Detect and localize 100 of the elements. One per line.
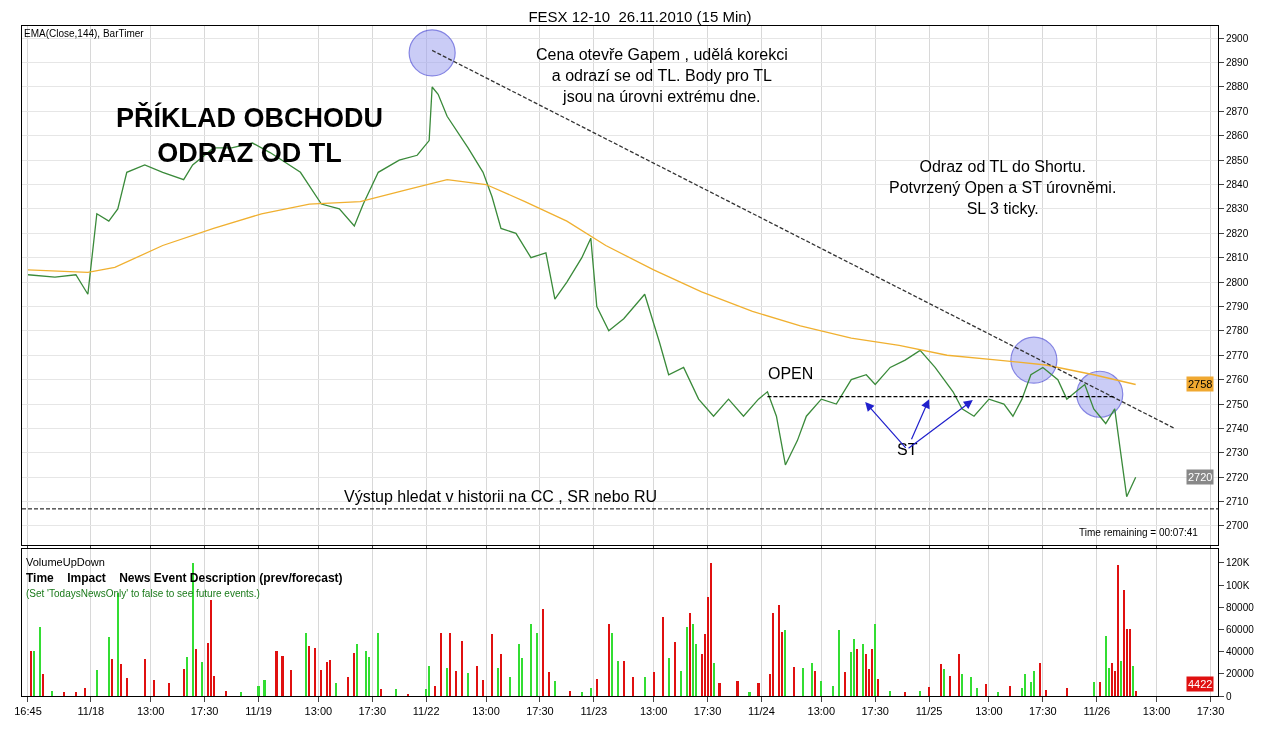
x-tick-label: 11/26 [1083,705,1111,718]
bar [844,672,846,696]
y-tick-label: 2740 [1226,422,1249,434]
bar [943,669,945,696]
x-tick-label: 17:30 [1029,705,1057,718]
annotation: Time remaining = 00:07:41 [1079,527,1199,538]
bar [449,633,451,696]
bar [581,692,583,696]
bar [1033,671,1035,696]
bar [395,689,397,696]
bar [365,651,367,696]
bar [590,688,592,696]
bar [192,563,194,696]
bar [1045,690,1047,696]
bar [326,662,328,696]
y-tick-label: 2850 [1226,154,1249,166]
bar [674,642,676,696]
bar [623,661,625,696]
y-tick-label: 120K [1226,557,1250,569]
bar [970,677,972,696]
annotation: Výstup hledat v historii na CC , SR nebo RU [344,488,658,505]
point [1076,370,1124,418]
y-tick-label: 60000 [1226,623,1255,635]
bar [778,605,780,696]
bar [335,683,337,696]
bar [608,624,610,696]
bar [542,609,544,696]
bar [718,683,721,696]
y-tick-label: 2880 [1226,81,1249,93]
chart-title: FESX 12-10 26.11.2010 (15 Min) [528,7,752,25]
bar [961,674,963,696]
bar [536,633,538,696]
bar [689,613,691,696]
annotation: 4422 [1188,678,1213,690]
bar [63,692,65,696]
bar [976,688,978,696]
bar [446,668,448,696]
bar [1129,629,1131,696]
bar [467,673,469,696]
bar [440,633,442,696]
annotation: Odraz od TL do Shortu. Potvrzený Open a ST úrovněmi. SL 3 ticky. [889,158,1117,217]
bar [713,663,715,696]
x-tick-label: 17:30 [358,705,387,718]
annotation: 2720 [1188,471,1213,483]
bar [305,633,307,696]
bar [940,664,942,696]
bar [668,658,670,696]
bar [1111,663,1113,696]
y-tick-label: 80000 [1226,601,1255,613]
y-tick-label: 2890 [1226,57,1249,69]
bar [308,646,310,696]
y-tick-label: 2820 [1226,227,1249,239]
y-tick-label: 20000 [1226,668,1255,680]
bar [84,688,86,696]
x-tick-label: 13:00 [304,705,333,718]
bar [889,691,891,696]
bar [1132,666,1134,696]
bar [1039,663,1041,696]
bar [611,633,613,696]
bar [814,671,816,696]
y-tick-label: 2770 [1226,349,1249,361]
y-tick-label: 2800 [1226,276,1249,288]
y-tick-label: 2710 [1226,496,1249,508]
bar [455,671,457,696]
bar [518,644,520,696]
y-tick-label: 100K [1226,579,1250,591]
bar [320,670,322,696]
bar [491,634,493,696]
bar [497,668,499,696]
y-tick-label: 2900 [1226,32,1249,44]
bar [793,667,795,696]
x-tick-label: 13:00 [975,705,1003,718]
bar [1117,565,1119,696]
bar [120,664,122,696]
y-tick-label: 2810 [1226,252,1249,264]
x-tick-label: 17:30 [526,705,554,718]
bar [225,691,227,696]
bar [195,649,197,696]
bar [201,662,203,696]
bar [757,683,760,696]
bar [862,644,864,696]
point [408,29,456,77]
bar [736,681,739,696]
y-tick-label: 2760 [1226,374,1249,386]
y-tick-label: 40000 [1226,646,1255,658]
x-tick-label: 13:00 [639,705,668,718]
bar [428,666,430,696]
bar [692,624,694,696]
annotation: EMA(Close,144), BarTimer [24,28,145,39]
bar [596,679,598,696]
bar [75,692,77,696]
bar [554,681,556,696]
annotation: Cena otevře Gapem , udělá korekci a odrazí se od TL. Body pro TL jsou na úrovni extrému dne. [536,46,788,105]
bar [832,686,834,696]
x-tick-label: 17:30 [861,705,889,718]
bar [461,641,463,696]
x-tick-label: 16:45 [14,705,42,718]
bar [314,648,316,696]
y-tick-label: 2750 [1226,398,1249,410]
bar [476,666,478,696]
